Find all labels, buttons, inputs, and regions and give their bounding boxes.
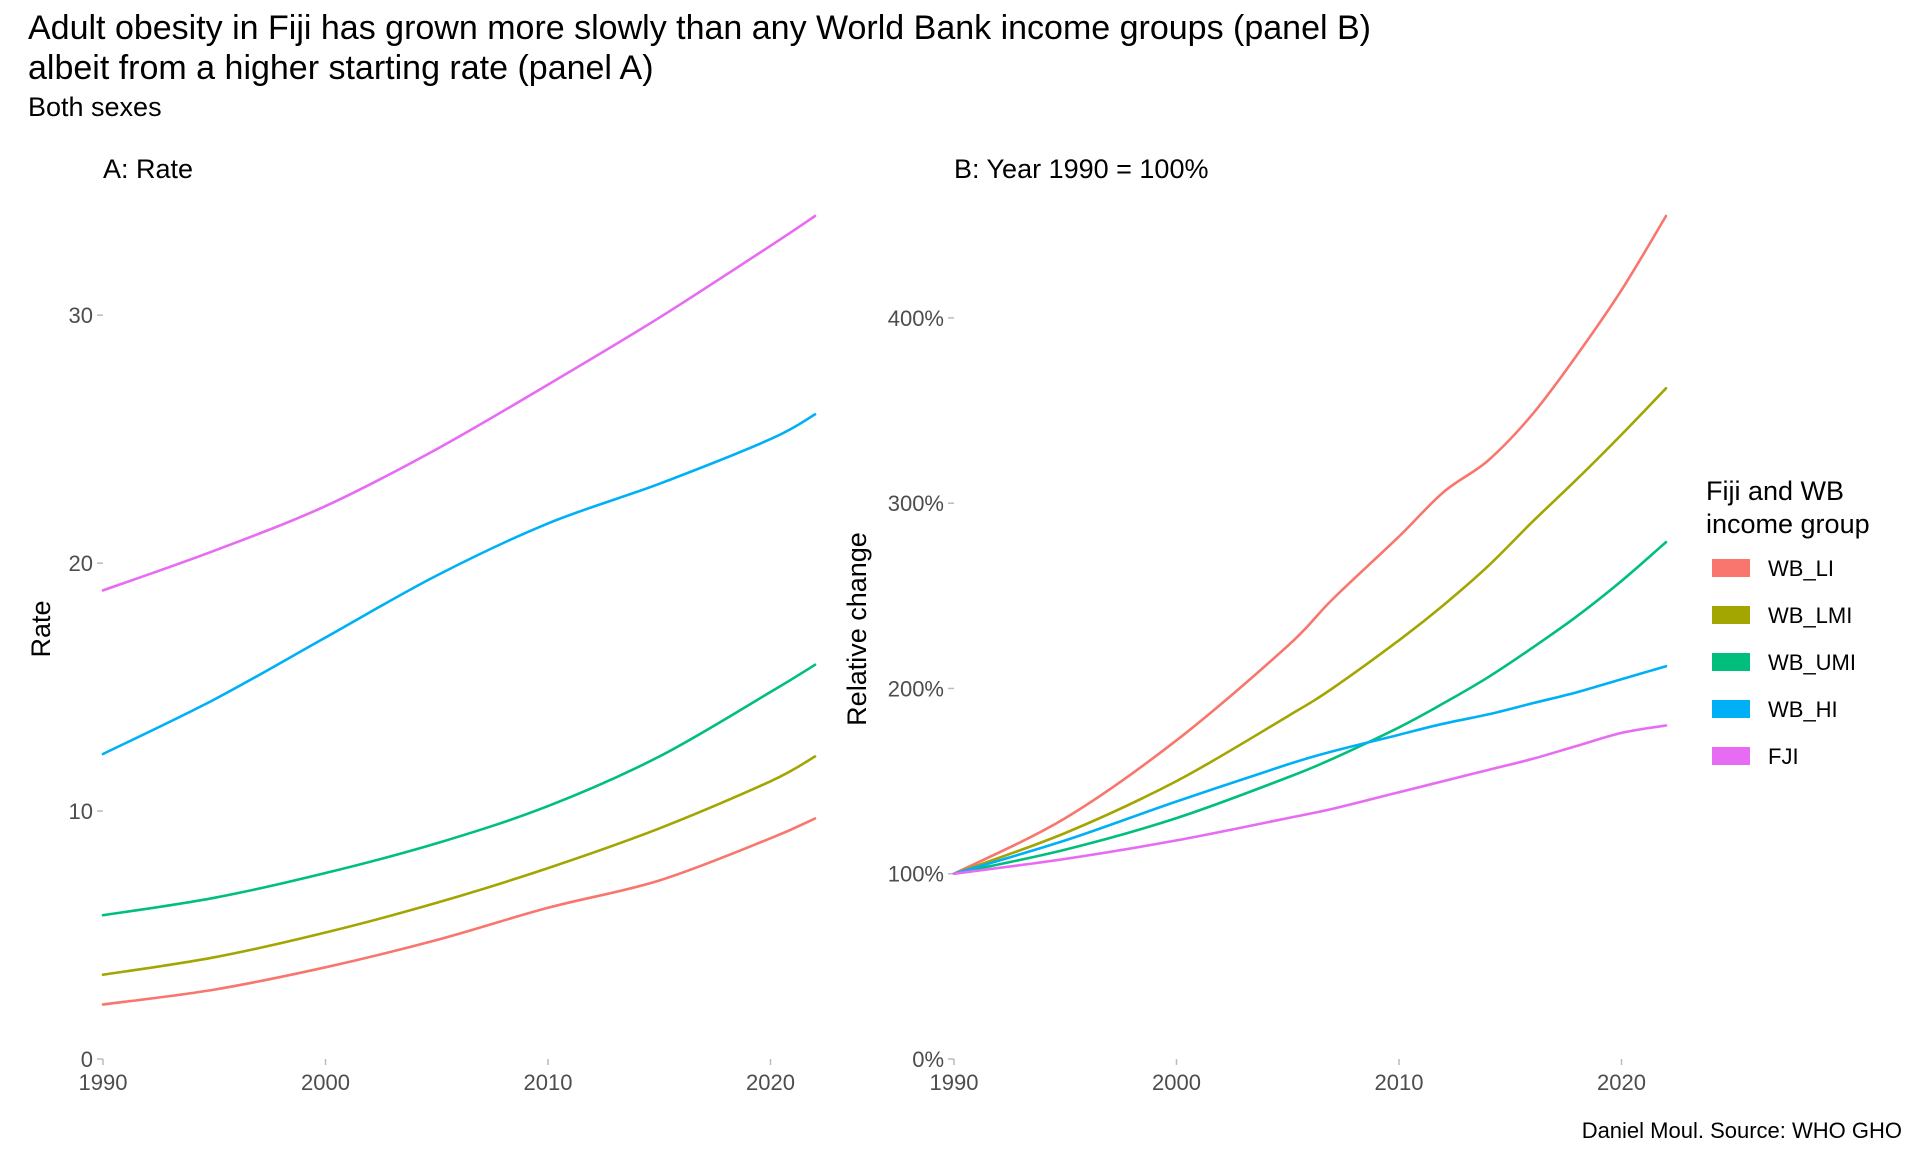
panel-b-x-tick-label: 2020 — [1597, 1070, 1646, 1095]
panel-a-y-tick-label: 10 — [69, 799, 93, 824]
panel-a-line-wb-umi — [101, 663, 817, 917]
panel-b-line-wb-li — [952, 214, 1668, 875]
legend-key-wb-lmi — [1712, 606, 1750, 624]
panel-a-line-wb-lmi — [101, 755, 817, 976]
panel-b-y-tick-label: 200% — [888, 676, 944, 701]
panel-a-x-tick-label: 2000 — [301, 1070, 350, 1095]
legend-label: FJI — [1768, 744, 1799, 769]
legend-label: WB_UMI — [1768, 650, 1856, 675]
panel-b-y-tick-label: 100% — [888, 862, 944, 887]
panel-b-x-tick-label: 2000 — [1152, 1070, 1201, 1095]
legend-key-fji — [1712, 747, 1750, 765]
panel-a-lines — [101, 214, 817, 1006]
chart-title-line2: albeit from a higher starting rate (pane… — [28, 49, 654, 87]
legend-key-wb-hi — [1712, 700, 1750, 718]
chart-caption: Daniel Moul. Source: WHO GHO — [1581, 1118, 1902, 1143]
panel-b-x-tick-label: 2010 — [1375, 1070, 1424, 1095]
legend-label: WB_LMI — [1768, 603, 1852, 628]
panel-a-line-wb-hi — [101, 413, 817, 756]
panel-a: A: Rate Rate 0 10 20 30 1990 2000 2010 2020 — [26, 154, 817, 1095]
chart-canvas: A: Rate Rate 0 10 20 30 1990 2000 2010 2020 B:… — [26, 154, 1870, 1095]
panel-b-y-ticks: 0% 100% 200% 300% 400% — [888, 306, 954, 1072]
panel-b-line-wb-umi — [952, 540, 1668, 875]
panel-b-y-tick-label: 300% — [888, 491, 944, 516]
legend-key-wb-umi — [1712, 653, 1750, 671]
panel-b: B: Year 1990 = 100% Relative change 0% 10… — [842, 154, 1668, 1095]
legend-label: WB_HI — [1768, 697, 1838, 722]
chart-subtitle: Both sexes — [28, 92, 162, 122]
panel-a-title: A: Rate — [103, 154, 193, 184]
panel-b-y-tick-label: 400% — [888, 306, 944, 331]
panel-b-line-fji — [952, 724, 1668, 875]
panel-b-x-ticks: 1990 2000 2010 2020 — [930, 1059, 1646, 1095]
legend-title-line1: Fiji and WB — [1706, 476, 1844, 506]
panel-a-y-tick-label: 0 — [81, 1047, 93, 1072]
panel-b-y-axis-label: Relative change — [842, 532, 872, 726]
panel-a-y-ticks: 0 10 20 30 — [69, 303, 103, 1072]
panel-b-title: B: Year 1990 = 100% — [954, 154, 1208, 184]
chart-title: Adult obesity in Fiji has grown more slo… — [28, 8, 1371, 88]
panel-b-y-tick-label: 0% — [912, 1047, 944, 1072]
panel-a-line-fji — [101, 214, 817, 592]
panel-a-y-axis-label: Rate — [26, 600, 56, 657]
legend: Fiji and WB income group WB_LI WB_LMI WB_U… — [1706, 476, 1870, 769]
chart-title-line1: Adult obesity in Fiji has grown more slo… — [28, 9, 1371, 47]
legend-key-wb-li — [1712, 559, 1750, 577]
panel-a-x-tick-label: 2010 — [524, 1070, 573, 1095]
panel-b-line-wb-hi — [952, 664, 1668, 875]
panel-a-y-tick-label: 20 — [69, 551, 93, 576]
panel-a-line-wb-li — [101, 817, 817, 1006]
panel-a-x-tick-label: 2020 — [746, 1070, 795, 1095]
panel-b-line-wb-lmi — [952, 387, 1668, 875]
legend-label: WB_LI — [1768, 556, 1834, 581]
panel-a-y-tick-label: 30 — [69, 303, 93, 328]
legend-items: WB_LI WB_LMI WB_UMI WB_HI FJI — [1712, 556, 1856, 769]
legend-title-line2: income group — [1706, 509, 1870, 539]
panel-a-x-ticks: 1990 2000 2010 2020 — [79, 1059, 795, 1095]
panel-a-x-tick-label: 1990 — [79, 1070, 128, 1095]
panel-b-x-tick-label: 1990 — [930, 1070, 979, 1095]
panel-b-lines — [952, 214, 1668, 875]
